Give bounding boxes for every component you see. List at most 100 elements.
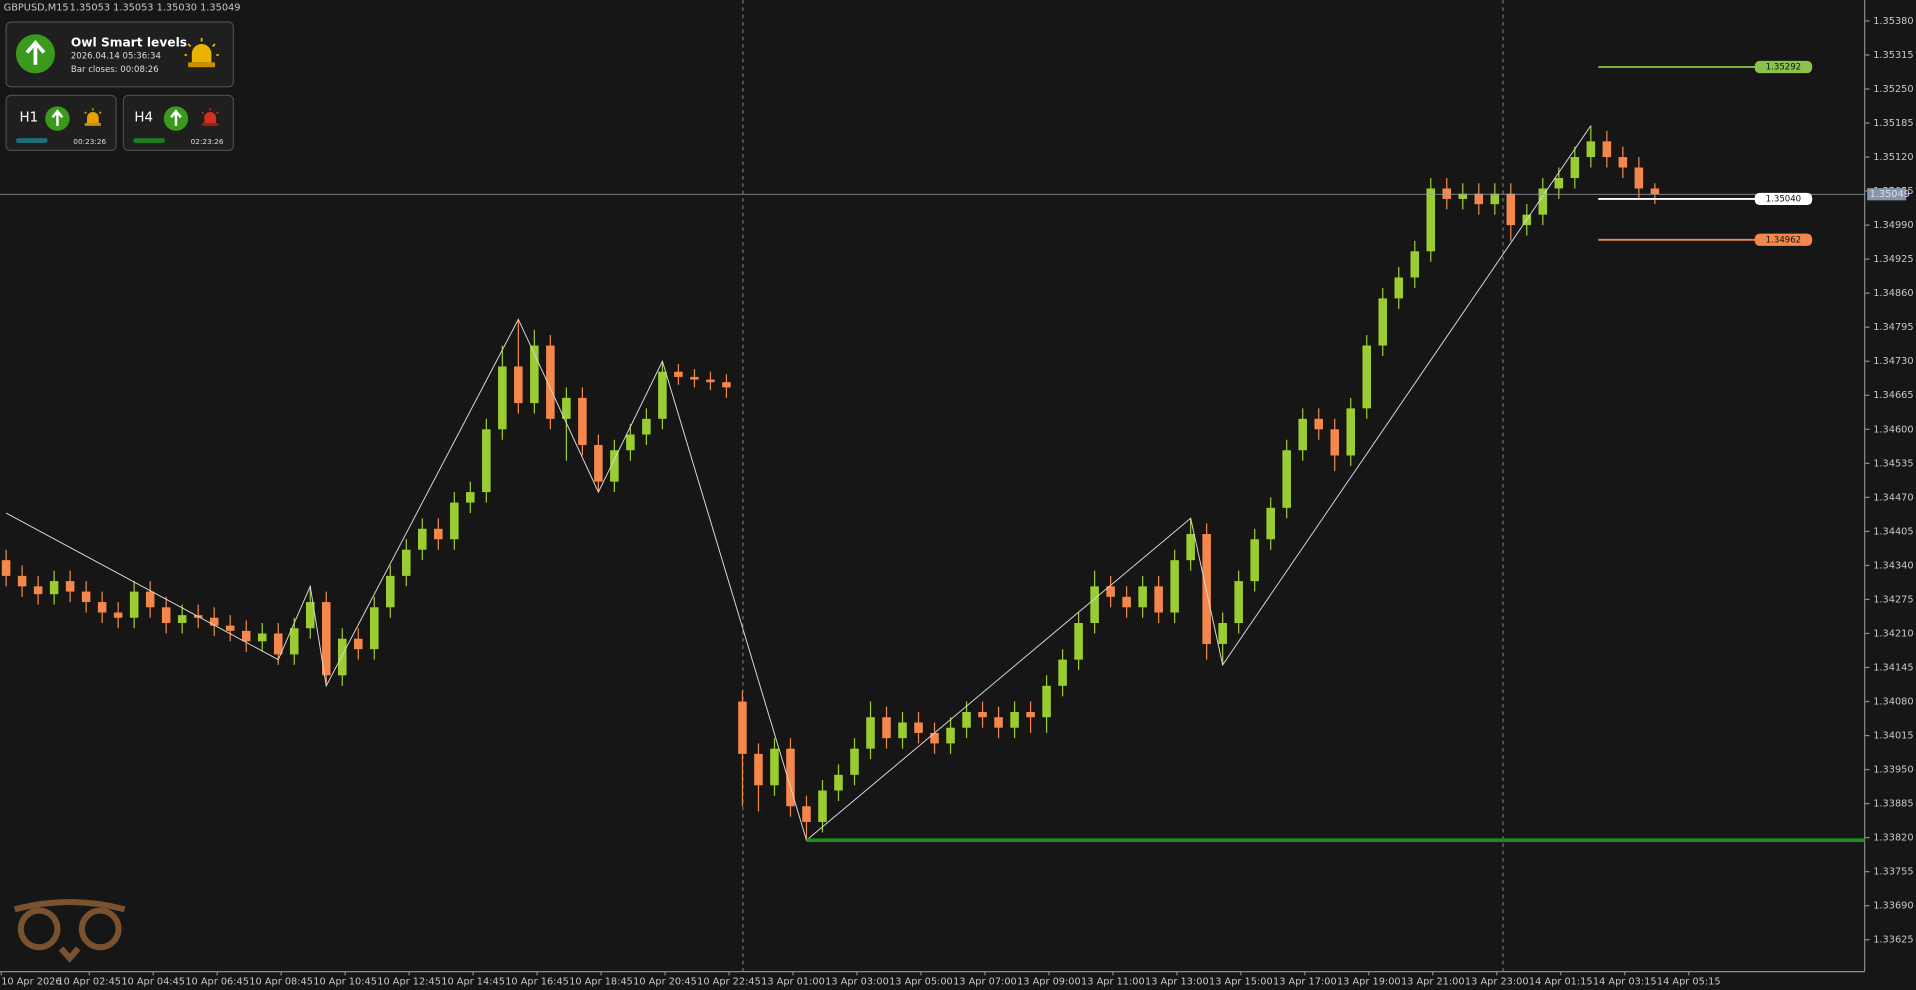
candle-body	[1650, 188, 1660, 195]
candle-body	[946, 727, 955, 744]
candle-body	[1602, 141, 1612, 158]
h1-arrow	[51, 109, 64, 126]
candle-body	[386, 575, 395, 608]
candle-body	[994, 717, 1003, 728]
candle-body	[1122, 596, 1131, 608]
smart-level-box	[1754, 233, 1813, 246]
candle-body	[466, 492, 475, 503]
candle-body	[866, 717, 875, 749]
candle-body	[1058, 659, 1067, 686]
h4-time: 02:23:26	[191, 137, 224, 146]
candle-body	[1410, 251, 1420, 278]
candle-body	[706, 379, 715, 383]
y-tick-label: 1.35185	[1873, 118, 1913, 129]
alarm-icon	[184, 37, 219, 68]
candle-body	[1042, 685, 1051, 718]
candle-body	[337, 638, 347, 676]
y-tick-label: 1.34340	[1873, 560, 1913, 571]
candle-body	[754, 753, 763, 786]
candle-body	[1506, 193, 1516, 226]
x-tick-label: 10 Apr 08:45	[249, 976, 313, 987]
panel-datetime: 2026.04.14 05:36:34	[71, 52, 161, 62]
candle-body	[962, 711, 971, 728]
candle-body	[418, 528, 427, 550]
candle-body	[1234, 581, 1243, 623]
x-tick-label: 10 Apr 18:45	[569, 976, 633, 987]
candle-body	[161, 607, 171, 623]
candle-body	[65, 581, 75, 592]
y-tick-label: 1.33625	[1873, 935, 1913, 946]
candle-body	[289, 628, 299, 655]
candle-body	[33, 586, 43, 595]
candle-body	[658, 371, 667, 419]
candle-body	[1426, 188, 1436, 252]
x-tick-label: 10 Apr 22:45	[697, 976, 761, 987]
candle-body	[321, 602, 331, 676]
x-tick-label: 13 Apr 15:00	[1209, 976, 1273, 987]
x-tick-label: 10 Apr 06:45	[185, 976, 249, 987]
x-tick-label: 10 Apr 16:45	[505, 976, 569, 987]
candle-body	[770, 748, 779, 786]
candle-body	[1314, 418, 1323, 430]
y-tick-label: 1.33820	[1873, 833, 1913, 844]
candle-body	[738, 701, 747, 754]
candle-body	[1202, 533, 1211, 644]
candle-body	[1170, 560, 1179, 613]
smart-level-label: 1.35040	[1766, 194, 1801, 204]
y-tick-label: 1.34145	[1873, 662, 1913, 673]
y-tick-label: 1.33885	[1873, 799, 1913, 810]
candle-body	[930, 732, 939, 744]
x-tick-label: 14 Apr 05:15	[1657, 976, 1721, 987]
candle-body	[370, 607, 379, 650]
h4-label: H4	[134, 110, 153, 125]
y-tick-label: 1.34080	[1873, 697, 1913, 708]
h1-label: H1	[20, 110, 39, 125]
candle-body	[674, 371, 683, 377]
candle-body	[642, 418, 651, 435]
y-tick-label: 1.34535	[1873, 458, 1913, 469]
y-tick-label: 1.34730	[1873, 356, 1913, 367]
current-price-label: 1.35049	[1870, 189, 1910, 200]
candle-body	[353, 638, 363, 650]
y-tick-label: 1.33950	[1873, 765, 1913, 776]
x-tick-label: 13 Apr 09:00	[1017, 976, 1081, 987]
x-tick-label: 14 Apr 03:15	[1593, 976, 1657, 987]
candle-body	[514, 366, 523, 404]
y-tick-label: 1.33690	[1873, 901, 1913, 912]
y-tick-label: 1.35315	[1873, 50, 1913, 61]
signal-panel	[5, 21, 235, 88]
candle-body	[482, 429, 491, 493]
h1-progress	[15, 138, 48, 143]
x-tick-label: 10 Apr 04:45	[121, 976, 185, 987]
candle-body	[225, 625, 235, 631]
candle-body	[129, 591, 139, 618]
current-price-box	[1867, 188, 1907, 201]
y-tick-label: 1.33755	[1873, 867, 1913, 878]
x-tick-label: 13 Apr 21:00	[1401, 976, 1465, 987]
candle-body	[626, 434, 635, 451]
candle-body	[1458, 193, 1468, 199]
candle-body	[610, 450, 619, 482]
candle-body	[450, 502, 459, 540]
candle-body	[1442, 188, 1452, 199]
y-tick-label: 1.35250	[1873, 84, 1913, 95]
candle-body	[1186, 533, 1195, 561]
candle-body	[978, 711, 987, 718]
candle-body	[1282, 450, 1291, 508]
candle-body	[1, 560, 11, 576]
y-tick-label: 1.34210	[1873, 628, 1913, 639]
zigzag-line	[5, 125, 1592, 842]
candle-body	[1026, 711, 1035, 718]
candle-body	[177, 615, 187, 623]
smart-level-box	[1754, 60, 1813, 74]
candle-body	[1378, 298, 1388, 346]
candle-body	[1074, 622, 1083, 660]
candle-body	[1154, 586, 1163, 613]
candle-body	[209, 617, 219, 626]
candle-body	[17, 575, 27, 587]
y-tick-label: 1.34665	[1873, 390, 1913, 401]
h1-alarm	[84, 108, 102, 126]
h1-time: 00:23:26	[73, 137, 106, 146]
candle-body	[850, 748, 859, 775]
